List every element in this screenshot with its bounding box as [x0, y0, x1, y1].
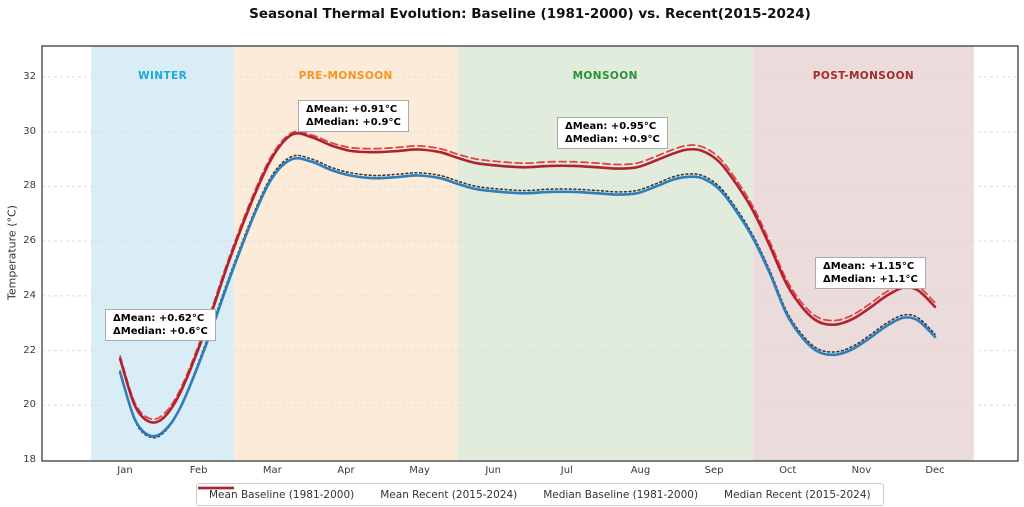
- legend: Mean Baseline (1981-2000) Mean Recent (20…: [196, 483, 884, 506]
- delta-mean-text: ΔMean: +0.62°C: [113, 313, 205, 324]
- season-label-monsoon: MONSOON: [572, 70, 638, 82]
- x-tick-label: Dec: [925, 465, 945, 476]
- x-tick-label: Apr: [337, 465, 355, 476]
- y-tick-label: 28: [23, 180, 36, 192]
- delta-median-text: ΔMedian: +0.6°C: [113, 326, 208, 338]
- axes-border: [41, 45, 1019, 462]
- season-label-pre-monsoon: PRE-MONSOON: [298, 70, 393, 82]
- y-tick-label: 30: [23, 125, 36, 137]
- y-tick-label: 18: [23, 454, 36, 465]
- x-tick-label: Nov: [851, 465, 872, 476]
- delta-annotation-pre-monsoon: ΔMean: +0.91°C ΔMedian: +0.9°C: [298, 100, 409, 133]
- season-band-post-monsoon: [753, 46, 974, 461]
- legend-item: Median Recent (2015-2024): [198, 486, 871, 501]
- legend-item: Mean Recent (2015-2024): [198, 487, 518, 501]
- delta-annotation-winter: ΔMean: +0.62°C ΔMedian: +0.6°C: [105, 309, 216, 342]
- delta-mean-text: ΔMean: +0.91°C: [306, 104, 398, 115]
- legend-item: Median Baseline (1981-2000): [198, 486, 699, 501]
- x-tick-label: Jan: [117, 465, 133, 476]
- x-tick-label: Oct: [779, 465, 797, 476]
- x-tick-label: Aug: [630, 465, 651, 476]
- legend-label: Median Baseline (1981-2000): [543, 488, 699, 501]
- season-label-post-monsoon: POST-MONSOON: [812, 70, 915, 82]
- season-label-winter: WINTER: [138, 70, 188, 82]
- season-band-winter: [91, 46, 235, 461]
- season-band-monsoon: [457, 46, 754, 461]
- x-tick-label: Sep: [704, 465, 724, 476]
- series-line-median-recent-2015-2024-: [118, 132, 937, 424]
- x-tick-label: May: [409, 465, 430, 476]
- legend-label: Mean Baseline (1981-2000): [209, 488, 355, 501]
- legend-label: Mean Recent (2015-2024): [380, 488, 518, 501]
- legend-line-swatch: [198, 486, 234, 490]
- delta-median-text: ΔMedian: +1.1°C: [823, 274, 918, 286]
- y-tick-label: 26: [23, 235, 36, 247]
- delta-mean-text: ΔMean: +1.15°C: [823, 261, 915, 272]
- series-line-median-baseline-1981-2000-: [118, 156, 937, 438]
- legend-label: Median Recent (2015-2024): [724, 488, 871, 501]
- y-tick-label: 22: [23, 344, 36, 356]
- chart-title: Seasonal Thermal Evolution: Baseline (19…: [249, 6, 811, 22]
- delta-annotation-monsoon: ΔMean: +0.95°C ΔMedian: +0.9°C: [557, 117, 668, 150]
- delta-annotation-post-monsoon: ΔMean: +1.15°C ΔMedian: +1.1°C: [815, 257, 926, 290]
- delta-median-text: ΔMedian: +0.9°C: [565, 134, 660, 146]
- delta-mean-text: ΔMean: +0.95°C: [565, 121, 657, 132]
- y-tick-label: 20: [23, 399, 36, 411]
- x-tick-label: Jul: [560, 465, 573, 476]
- x-tick-label: Feb: [189, 465, 208, 476]
- x-tick-label: Jun: [485, 465, 501, 476]
- y-tick-label: 32: [23, 71, 36, 82]
- y-tick-label: 24: [23, 289, 36, 301]
- x-tick-label: Mar: [262, 465, 282, 476]
- delta-median-text: ΔMedian: +0.9°C: [306, 117, 401, 129]
